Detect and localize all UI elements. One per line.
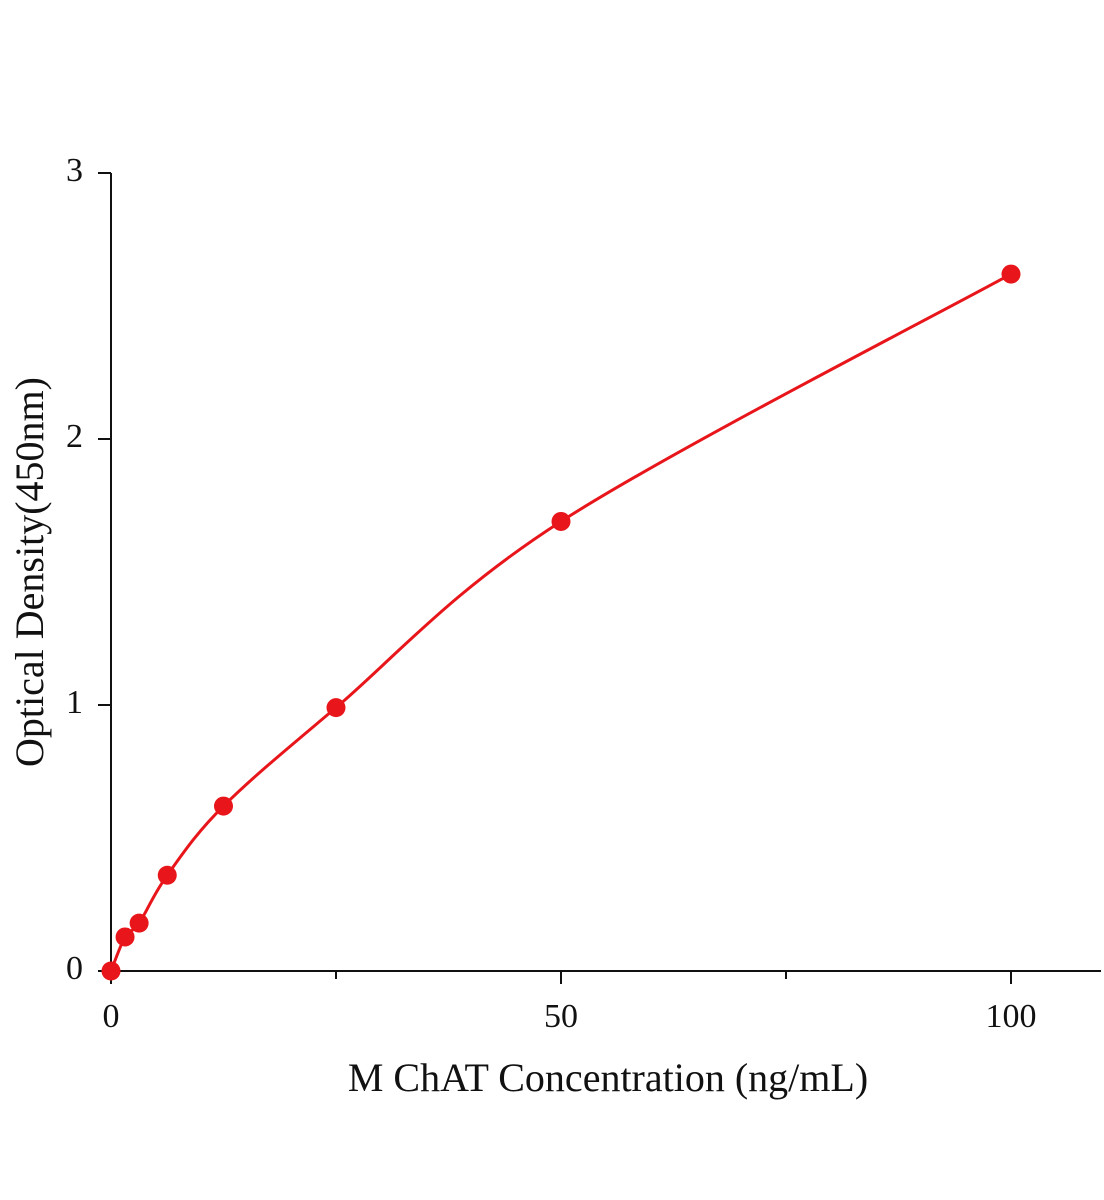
x-tick-label: 50 [544, 998, 578, 1035]
y-tick-label: 0 [66, 950, 83, 987]
y-tick-label: 3 [66, 152, 83, 189]
data-point [115, 927, 135, 947]
data-point [214, 796, 233, 816]
x-tick-label: 100 [986, 998, 1037, 1035]
data-point [1001, 264, 1021, 284]
y-tick-label: 2 [66, 418, 83, 455]
fit-curve [109, 272, 1012, 972]
y-axis-title: Optical Density(450nm) [7, 377, 52, 767]
data-point [101, 961, 121, 981]
data-point [551, 511, 571, 531]
x-tick-label: 0 [103, 998, 120, 1035]
data-point [129, 913, 149, 933]
data-point [157, 865, 177, 885]
data-point [326, 698, 346, 718]
x-axis-title: M ChAT Concentration (ng/mL) [348, 1055, 868, 1100]
y-tick-label: 1 [66, 684, 83, 721]
